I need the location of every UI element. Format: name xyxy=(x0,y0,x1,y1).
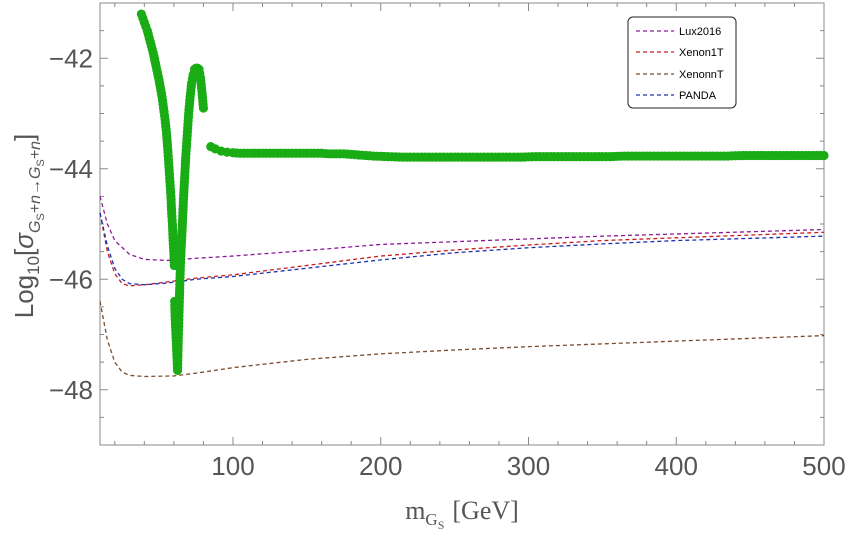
axis-ticks xyxy=(100,3,825,446)
x-axis-title-unit: [GeV] xyxy=(452,496,518,525)
legend-label-0: Lux2016 xyxy=(679,26,721,38)
y-axis-title-sub10: 10 xyxy=(24,256,43,275)
x-tick-label: 100 xyxy=(211,451,254,481)
data-points xyxy=(136,9,829,376)
y-axis-title-bracket-close: ] xyxy=(9,134,39,141)
x-axis-title-subsub: S xyxy=(438,518,445,532)
data-point xyxy=(198,103,209,113)
y-axis-title-subsub-1: S xyxy=(35,213,47,220)
axis-tick-labels: 100 200 300 400 500 −42 −44 −46 −48 xyxy=(49,43,846,481)
x-tick-label: 400 xyxy=(655,451,698,481)
y-axis-title-sigma: σ xyxy=(9,232,39,249)
legend-box xyxy=(627,16,737,109)
y-tick-label: −44 xyxy=(49,154,93,184)
x-tick-label: 500 xyxy=(802,451,845,481)
y-axis-title-bracket-open: [ xyxy=(9,248,39,256)
curve-lux2016 xyxy=(99,196,825,262)
legend-label-2: XenonnT xyxy=(679,69,724,81)
y-axis-title-subsub-2: S xyxy=(35,159,47,166)
curve-panda xyxy=(99,212,825,286)
y-axis-title: Log10[σGS+n→GS+n] xyxy=(9,134,47,319)
legend-label-1: Xenon1T xyxy=(679,47,724,59)
y-tick-label: −48 xyxy=(49,375,93,405)
legend-label-3: PANDA xyxy=(679,90,717,102)
y-tick-label: −46 xyxy=(49,264,93,294)
curve-xenonnt xyxy=(99,301,825,378)
curve-xenon1t xyxy=(99,212,825,287)
x-axis-title-sub: G xyxy=(425,510,437,529)
x-tick-label: 200 xyxy=(359,451,402,481)
y-tick-label: −42 xyxy=(49,43,93,73)
y-axis-title-subscript: G xyxy=(27,221,44,233)
y-axis-title-rest: +n→G xyxy=(27,167,44,214)
x-tick-label: 300 xyxy=(507,451,550,481)
x-axis-title-main: m xyxy=(405,496,425,525)
x-axis-title: mGS [GeV] xyxy=(405,496,519,532)
data-point xyxy=(819,150,829,161)
curves xyxy=(99,196,825,378)
y-axis-title-main: Log xyxy=(9,275,39,318)
y-axis-title-rest2: +n xyxy=(27,141,44,159)
legend: Lux2016 Xenon1T XenonnT PANDA xyxy=(627,16,737,109)
